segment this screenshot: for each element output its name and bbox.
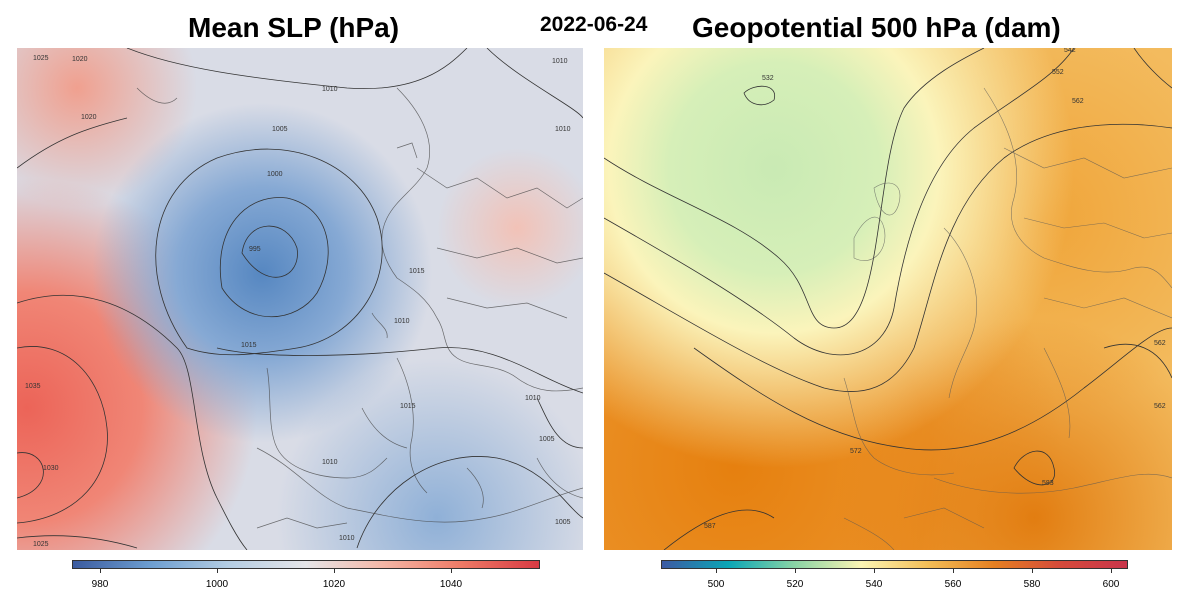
colorbar-tick [874, 569, 875, 573]
contour-label: 1010 [322, 459, 338, 466]
contour-label: 1010 [322, 86, 338, 93]
contour-label: 583 [1042, 480, 1054, 487]
isobars [17, 48, 583, 550]
contour-label: 572 [850, 448, 862, 455]
contour-label: 1030 [43, 465, 59, 472]
colorbar-tick [953, 569, 954, 573]
contour-label: 1010 [552, 58, 568, 65]
slp-colorbar-gradient [72, 560, 540, 569]
contour-label: 1020 [81, 114, 97, 121]
contour-label: 532 [762, 75, 774, 82]
colorbar-tick-label: 600 [1102, 579, 1120, 590]
contour-label: 1020 [72, 56, 88, 63]
contour-label: 562 [1072, 98, 1084, 105]
contour-label: 995 [249, 246, 261, 253]
z500-map: 532 542 552 562 562 562 572 583 587 [604, 48, 1172, 550]
contour-label: 1000 [267, 171, 283, 178]
slp-map-panel: 1025 1020 1010 1010 1010 1005 1000 995 1… [17, 48, 583, 550]
colorbar-tick-label: 540 [865, 579, 883, 590]
z500-panel-title: Geopotential 500 hPa (dam) [692, 12, 1061, 43]
colorbar-tick-label: 500 [707, 579, 725, 590]
geopotential-contours [604, 48, 1172, 550]
coastlines [843, 87, 1172, 550]
date-label: 2022-06-24 [540, 13, 648, 36]
contour-label: 1010 [525, 395, 541, 402]
contour-label: 587 [704, 523, 716, 530]
colorbar-tick [795, 569, 796, 573]
slp-map: 1025 1020 1010 1010 1010 1005 1000 995 1… [17, 48, 583, 550]
contour-label: 542 [1064, 48, 1076, 54]
coastlines [136, 87, 583, 529]
contour-label: 1005 [272, 126, 288, 133]
slp-contour-labels: 1025 1020 1010 1010 1010 1005 1000 995 1… [25, 55, 571, 548]
contour-label: 1005 [555, 519, 571, 526]
contour-label: 562 [1154, 403, 1166, 410]
contour-label: 1010 [394, 318, 410, 325]
colorbar-tick-label: 580 [1023, 579, 1041, 590]
colorbar-tick [217, 569, 218, 573]
colorbar-tick-label: 520 [786, 579, 804, 590]
z500-contour-labels: 532 542 552 562 562 562 572 583 587 [704, 48, 1166, 530]
colorbar-tick-label: 1000 [205, 579, 229, 590]
colorbar-tick [1111, 569, 1112, 573]
z500-colorbar-gradient [661, 560, 1128, 569]
colorbar-tick-label: 1040 [439, 579, 463, 590]
contour-label: 562 [1154, 340, 1166, 347]
contour-label: 1015 [241, 342, 257, 349]
contour-label: 1035 [25, 383, 41, 390]
slp-panel-title: Mean SLP (hPa) [188, 12, 400, 43]
colorbar-tick [451, 569, 452, 573]
colorbar-tick [716, 569, 717, 573]
contour-label: 552 [1052, 69, 1064, 76]
colorbar-tick-label: 1020 [322, 579, 346, 590]
contour-label: 1010 [339, 535, 355, 542]
contour-label: 1015 [400, 403, 416, 410]
contour-label: 1010 [555, 126, 571, 133]
contour-label: 1025 [33, 541, 49, 548]
contour-label: 1015 [409, 268, 425, 275]
colorbar-tick [100, 569, 101, 573]
colorbar-tick-label: 560 [944, 579, 962, 590]
colorbar-tick [334, 569, 335, 573]
z500-map-panel: 532 542 552 562 562 562 572 583 587 [604, 48, 1172, 550]
colorbar-tick [1032, 569, 1033, 573]
colorbar-tick-label: 980 [91, 579, 109, 590]
contour-label: 1025 [33, 55, 49, 62]
contour-label: 1005 [539, 436, 555, 443]
